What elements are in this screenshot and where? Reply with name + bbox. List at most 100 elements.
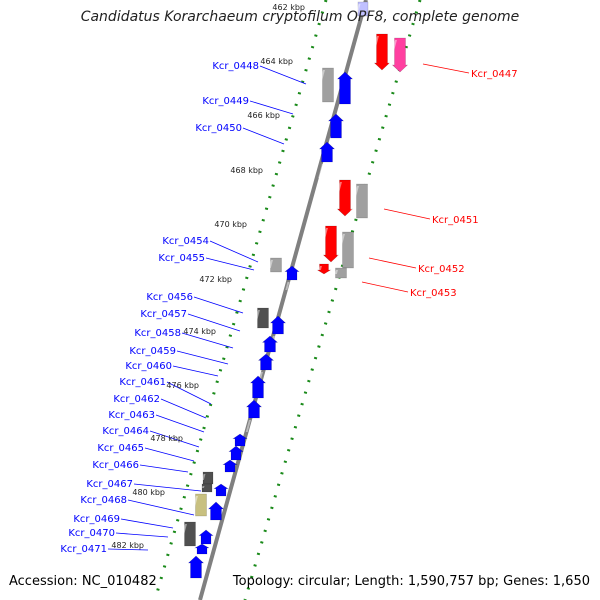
gene-arrow-453-shape xyxy=(317,263,332,275)
gene-block-dark-456-highlight xyxy=(254,310,260,324)
gene-block-grey-454 xyxy=(268,257,282,273)
leader-line-left xyxy=(166,381,212,405)
gene-block-grey-452-highlight xyxy=(334,234,345,264)
gene-block-dark-466-shape xyxy=(201,483,213,493)
gene-block-grey-452 xyxy=(334,231,354,269)
gene-block-dark-456-shape xyxy=(257,307,269,329)
gene-label-left: Kcr_0461 xyxy=(119,377,166,388)
leader-line-left xyxy=(149,430,200,448)
gene-arrow-447b-highlight xyxy=(387,40,397,68)
gene-arrow-450-shape xyxy=(318,141,336,163)
gene-arrow-447a-highlight xyxy=(368,36,379,66)
leader-line-left xyxy=(181,332,234,349)
gene-block-grey-451 xyxy=(349,183,368,219)
gene-arrow-453-highlight xyxy=(318,266,322,270)
leader-line-left xyxy=(193,296,244,314)
label-leader-lines xyxy=(107,63,470,551)
leader-line-left xyxy=(249,100,294,115)
gene-block-dark-456 xyxy=(254,307,269,329)
gene-arrow-471 xyxy=(186,555,205,596)
gene-block-dark-466-highlight xyxy=(201,486,205,488)
gene-label-right: Kcr_0452 xyxy=(418,264,465,275)
leader-line-left xyxy=(259,65,307,85)
ruler-dotted-lines xyxy=(153,0,422,600)
gene-arrow-455-shape xyxy=(284,265,300,281)
gene-block-dark-469-highlight xyxy=(180,524,187,542)
gene-arrow-469-shape xyxy=(198,529,214,545)
leader-line-left xyxy=(155,414,205,433)
gene-arrow-461-highlight xyxy=(245,420,251,432)
leader-line-left xyxy=(172,365,219,377)
gene-block-grey-448-highlight xyxy=(315,70,325,98)
gene-arrow-471-shape xyxy=(187,555,205,579)
gene-arrow-461-shape xyxy=(245,399,263,419)
gene-label-left: Kcr_0449 xyxy=(202,96,249,107)
gene-block-grey-453 xyxy=(334,267,347,279)
gene-label-left: Kcr_0459 xyxy=(129,346,176,357)
gene-block-dark-465 xyxy=(201,471,214,485)
gene-arrow-458-shape xyxy=(261,335,279,353)
ruler-tick-label: 482 kbp xyxy=(111,541,144,550)
leader-line-left xyxy=(160,398,207,419)
leader-line-left xyxy=(176,350,229,365)
gene-arrow-450-highlight xyxy=(318,164,324,178)
leader-line-left xyxy=(120,518,174,529)
gene-arrow-451-highlight xyxy=(331,182,342,212)
ruler-tick-label: 470 kbp xyxy=(214,220,247,229)
gene-arrow-447b-shape xyxy=(391,37,409,73)
gene-block-grey-454-shape xyxy=(270,257,282,273)
gene-label-left: Kcr_0468 xyxy=(80,495,127,506)
gene-arrow-453 xyxy=(317,263,332,275)
gene-block-grey-448-shape xyxy=(322,67,334,103)
gene-arrow-468 xyxy=(207,501,225,534)
leader-line-left xyxy=(144,447,195,462)
gene-label-left: Kcr_0469 xyxy=(73,514,120,525)
leader-line-left xyxy=(205,257,255,271)
gene-block-dark-465-shape xyxy=(202,471,214,485)
gene-block-dark-469 xyxy=(180,521,196,547)
ruler-tick-label: 462 kbp xyxy=(272,3,305,12)
gene-arrow-449-shape xyxy=(327,113,345,139)
gene-block-grey-448 xyxy=(315,67,334,103)
gene-label-left: Kcr_0455 xyxy=(158,253,205,264)
gene-arrow-447a xyxy=(368,33,391,71)
gene-label-left: Kcr_0464 xyxy=(102,426,149,437)
gene-block-grey-452-shape xyxy=(342,231,354,269)
gene-label-left: Kcr_0450 xyxy=(195,123,242,134)
gene-arrow-468-highlight xyxy=(207,522,213,534)
gene-label-left: Kcr_0465 xyxy=(97,443,144,454)
gene-arrow-462-shape xyxy=(232,433,248,447)
gene-block-olive-467-shape xyxy=(195,493,207,517)
gene-arrow-457-shape xyxy=(269,315,287,335)
gene-label-right: Kcr_0447 xyxy=(471,69,518,80)
leader-line-right xyxy=(361,281,409,293)
ruler-tick-label: 480 kbp xyxy=(132,488,165,497)
left-gene-labels: Kcr_0448 Kcr_0449 Kcr_0450 Kcr_0454 Kcr_0455… xyxy=(60,61,259,555)
leader-line-left xyxy=(187,313,241,332)
leader-line-left xyxy=(242,127,285,145)
gene-arrow-463-shape xyxy=(228,445,244,461)
gene-block-grey-453-shape xyxy=(335,267,347,279)
gene-label-left: Kcr_0471 xyxy=(60,544,107,555)
gene-arrow-461 xyxy=(245,399,263,432)
ruler-tick-label: 478 kbp xyxy=(150,434,183,443)
leader-line-left xyxy=(127,499,195,516)
gene-arrow-459-shape xyxy=(257,353,275,371)
gene-block-olive-467-highlight xyxy=(191,496,198,512)
leader-line-left xyxy=(133,483,202,492)
gene-label-left: Kcr_0454 xyxy=(162,236,209,247)
gene-block-olive-467 xyxy=(191,493,207,517)
gene-arrow-466 xyxy=(213,483,229,504)
gene-arrow-455 xyxy=(284,265,300,290)
ruler-tick-label: 468 kbp xyxy=(230,166,263,175)
ruler-dotted-line-1 xyxy=(243,0,422,600)
gene-arrow-452-highlight xyxy=(317,228,328,258)
leader-line-right xyxy=(422,63,470,74)
map-title: Candidatus Korarchaeum cryptofilum OPF8,… xyxy=(80,9,520,25)
ruler-tick-label: 472 kbp xyxy=(199,275,232,284)
gene-label-left: Kcr_0457 xyxy=(140,309,187,320)
gene-arrow-451 xyxy=(331,179,354,217)
ruler-tick-label: 474 kbp xyxy=(183,327,216,336)
gene-arrow-464-highlight xyxy=(223,474,228,480)
